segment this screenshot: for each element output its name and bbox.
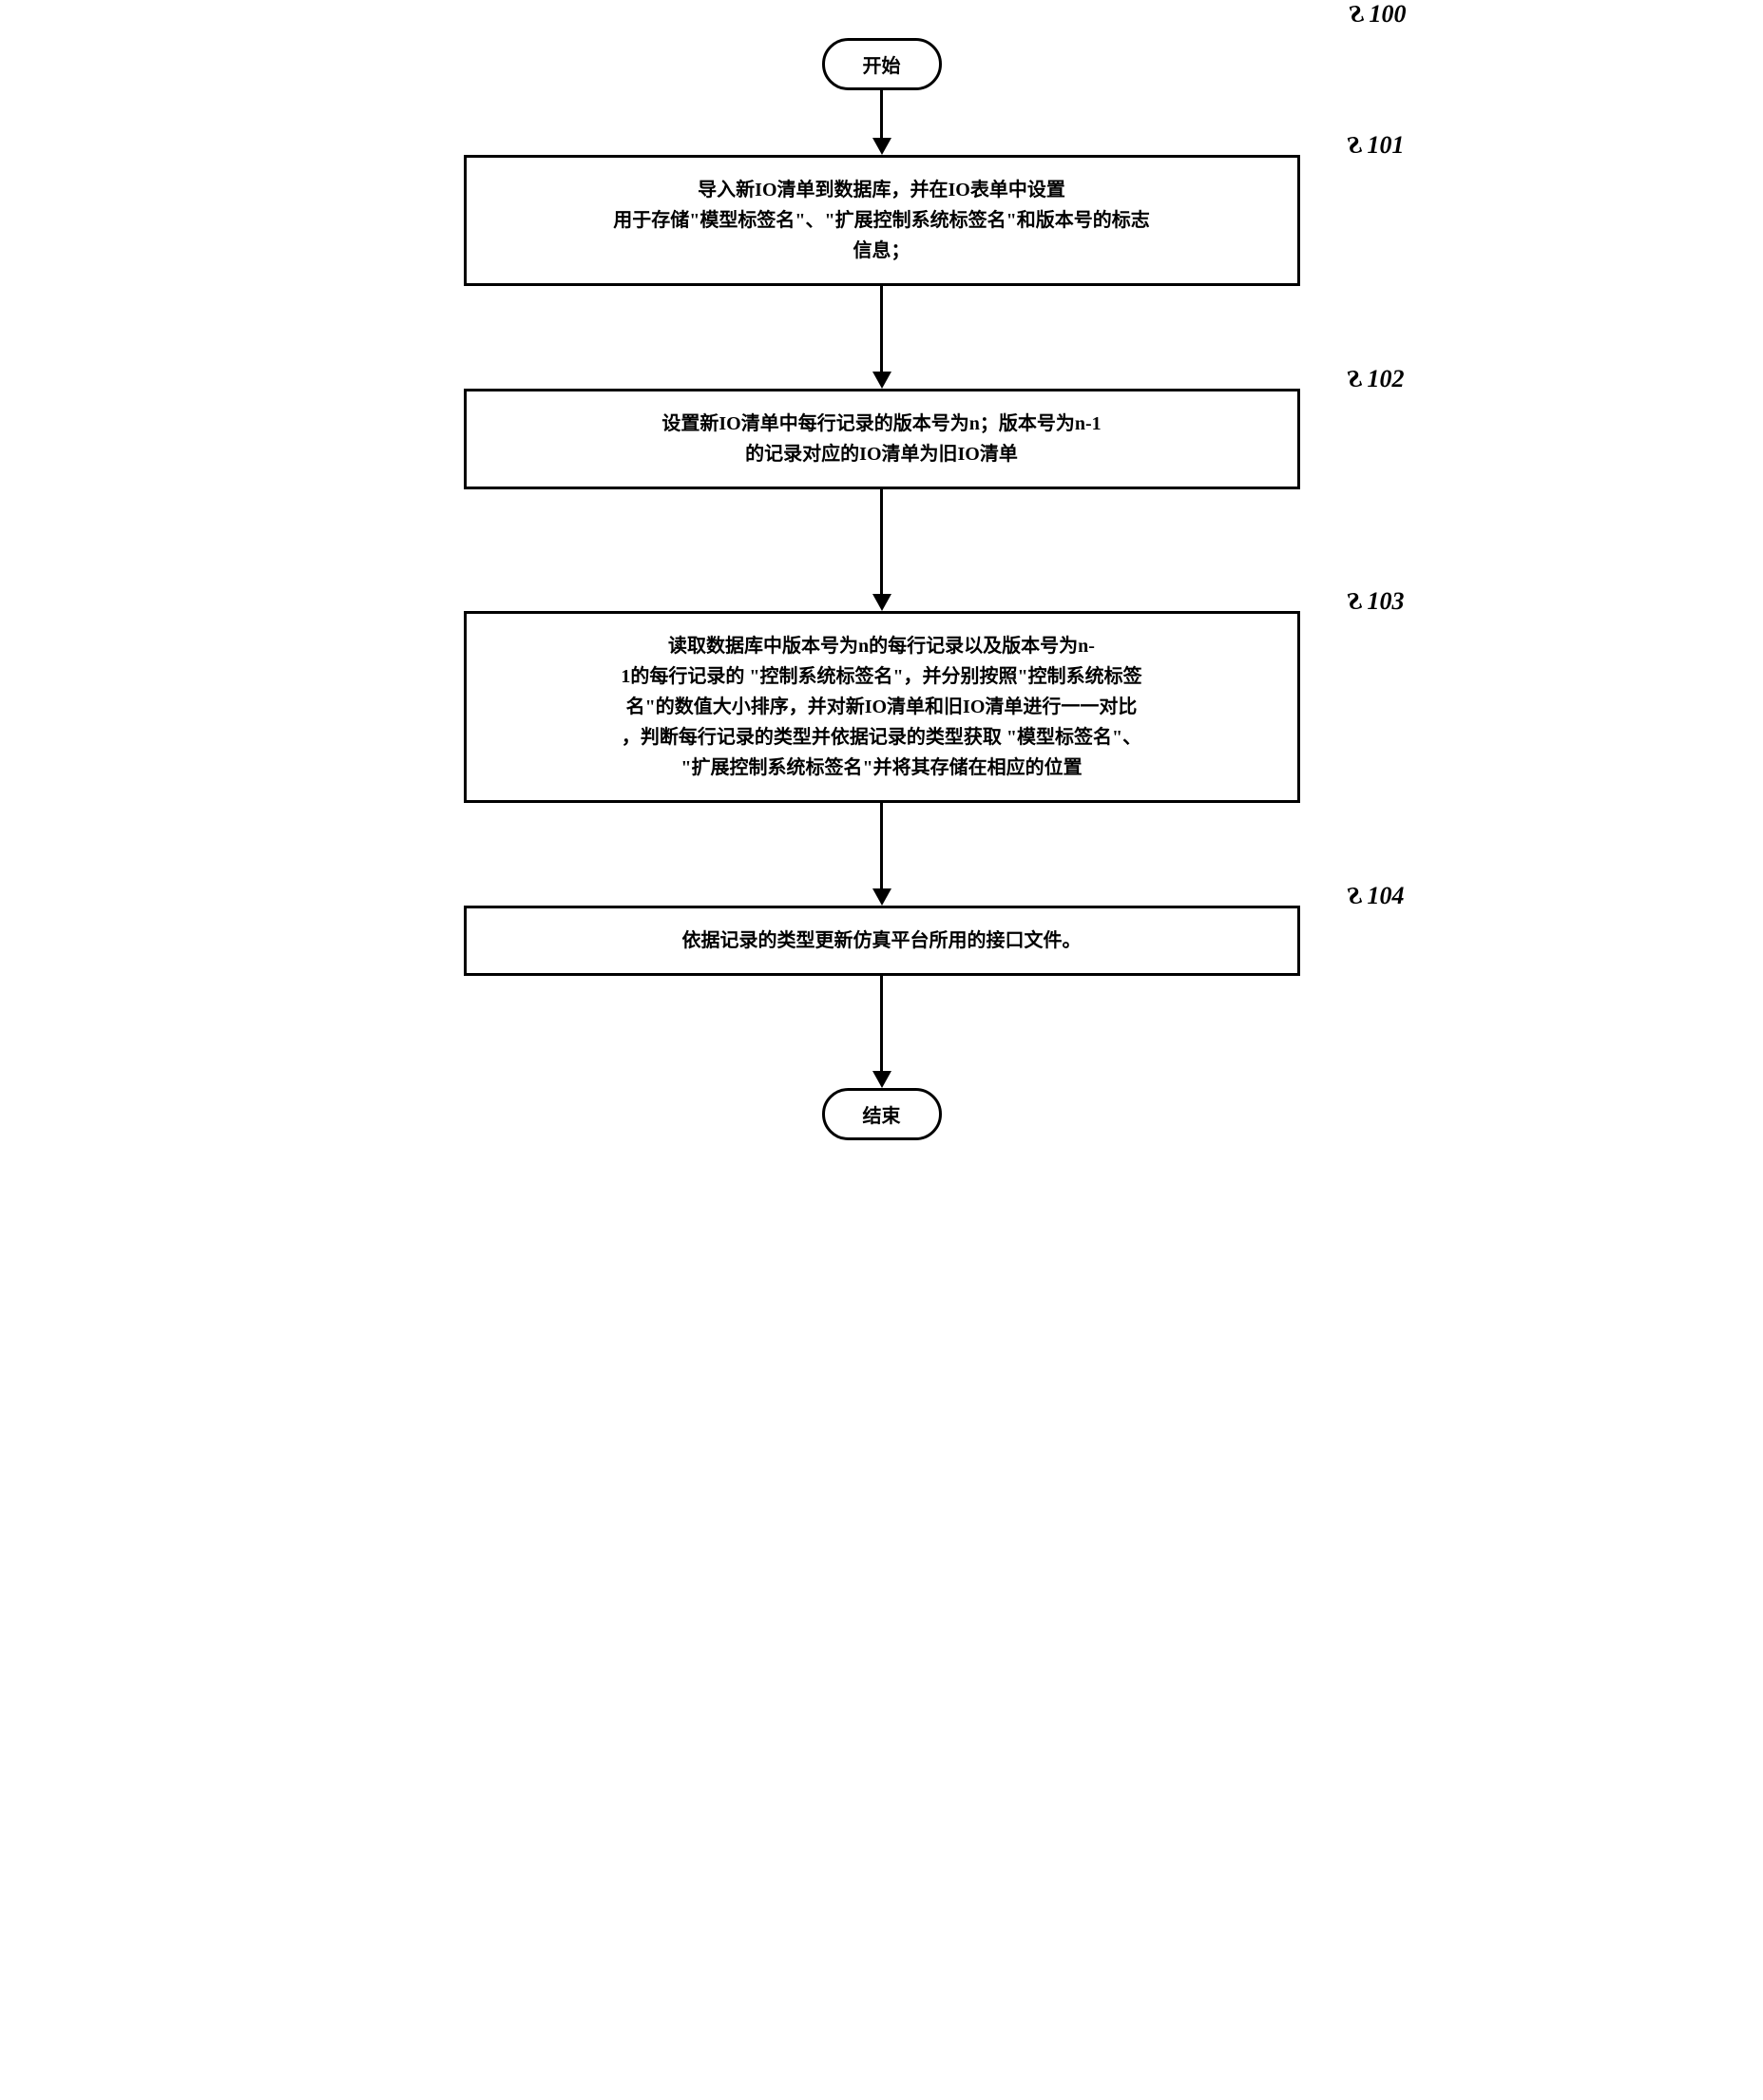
node-label-101: S 101 <box>1348 131 1405 160</box>
process-103-line4: ，判断每行记录的类型并依据记录的类型获取 "模型标签名"、 <box>486 722 1278 753</box>
arrow-line <box>880 976 883 1071</box>
label-101-text: 101 <box>1368 131 1405 159</box>
end-text: 结束 <box>863 1106 901 1127</box>
arrow-line <box>880 489 883 594</box>
arrow-line <box>880 803 883 888</box>
node-103-row: S 103 读取数据库中版本号为n的每行记录以及版本号为n- 1的每行记录的 "… <box>407 611 1357 803</box>
process-103-line2: 1的每行记录的 "控制系统标签名"，并分别按照"控制系统标签 <box>486 661 1278 692</box>
label-103-text: 103 <box>1368 587 1405 615</box>
arrow-5 <box>407 976 1357 1088</box>
label-102-text: 102 <box>1368 365 1405 392</box>
arrow-head-icon <box>872 372 891 389</box>
arrow-2 <box>407 286 1357 389</box>
arrow-line <box>880 286 883 372</box>
s-curve-icon: S <box>1345 364 1363 394</box>
arrow-head-icon <box>872 594 891 611</box>
start-row: 开始 <box>407 38 1357 90</box>
node-label-104: S 104 <box>1348 882 1405 910</box>
node-101-row: S 101 导入新IO清单到数据库，并在IO表单中设置 用于存储"模型标签名"、… <box>407 155 1357 286</box>
s-curve-icon: S <box>1345 130 1363 161</box>
process-103-line1: 读取数据库中版本号为n的每行记录以及版本号为n- <box>486 631 1278 661</box>
node-label-102: S 102 <box>1348 365 1405 393</box>
arrow-3 <box>407 489 1357 611</box>
process-101-line2: 用于存储"模型标签名"、"扩展控制系统标签名"和版本号的标志 <box>486 205 1278 236</box>
start-text: 开始 <box>863 56 901 77</box>
label-104-text: 104 <box>1368 882 1405 909</box>
arrow-head-icon <box>872 138 891 155</box>
process-104-line1: 依据记录的类型更新仿真平台所用的接口文件。 <box>486 926 1278 956</box>
process-104: 依据记录的类型更新仿真平台所用的接口文件。 <box>464 906 1300 976</box>
flowchart-container: S 100 开始 S 101 导入新IO清单到数据库，并在IO表单中设置 用于存… <box>407 38 1357 1140</box>
arrow-4 <box>407 803 1357 906</box>
main-label-text: 100 <box>1370 0 1407 28</box>
s-curve-icon: S <box>1347 0 1365 29</box>
process-103-line5: "扩展控制系统标签名"并将其存储在相应的位置 <box>486 753 1278 783</box>
process-102-line2: 的记录对应的IO清单为旧IO清单 <box>486 439 1278 469</box>
process-101: 导入新IO清单到数据库，并在IO表单中设置 用于存储"模型标签名"、"扩展控制系… <box>464 155 1300 286</box>
start-terminator: 开始 <box>822 38 942 90</box>
process-103-line3: 名"的数值大小排序，并对新IO清单和旧IO清单进行一一对比 <box>486 692 1278 722</box>
process-102: 设置新IO清单中每行记录的版本号为n；版本号为n-1 的记录对应的IO清单为旧I… <box>464 389 1300 489</box>
process-103: 读取数据库中版本号为n的每行记录以及版本号为n- 1的每行记录的 "控制系统标签… <box>464 611 1300 803</box>
arrow-head-icon <box>872 1071 891 1088</box>
end-terminator: 结束 <box>822 1088 942 1140</box>
process-101-line3: 信息； <box>486 236 1278 266</box>
arrow-line <box>880 90 883 138</box>
node-102-row: S 102 设置新IO清单中每行记录的版本号为n；版本号为n-1 的记录对应的I… <box>407 389 1357 489</box>
arrow-1 <box>407 90 1357 155</box>
node-104-row: S 104 依据记录的类型更新仿真平台所用的接口文件。 <box>407 906 1357 976</box>
s-curve-icon: S <box>1345 881 1363 911</box>
process-102-line1: 设置新IO清单中每行记录的版本号为n；版本号为n-1 <box>486 409 1278 439</box>
arrow-head-icon <box>872 888 891 906</box>
process-101-line1: 导入新IO清单到数据库，并在IO表单中设置 <box>486 175 1278 205</box>
node-label-103: S 103 <box>1348 587 1405 616</box>
end-row: 结束 <box>407 1088 1357 1140</box>
diagram-label-main: S 100 <box>1350 0 1407 29</box>
s-curve-icon: S <box>1345 586 1363 617</box>
